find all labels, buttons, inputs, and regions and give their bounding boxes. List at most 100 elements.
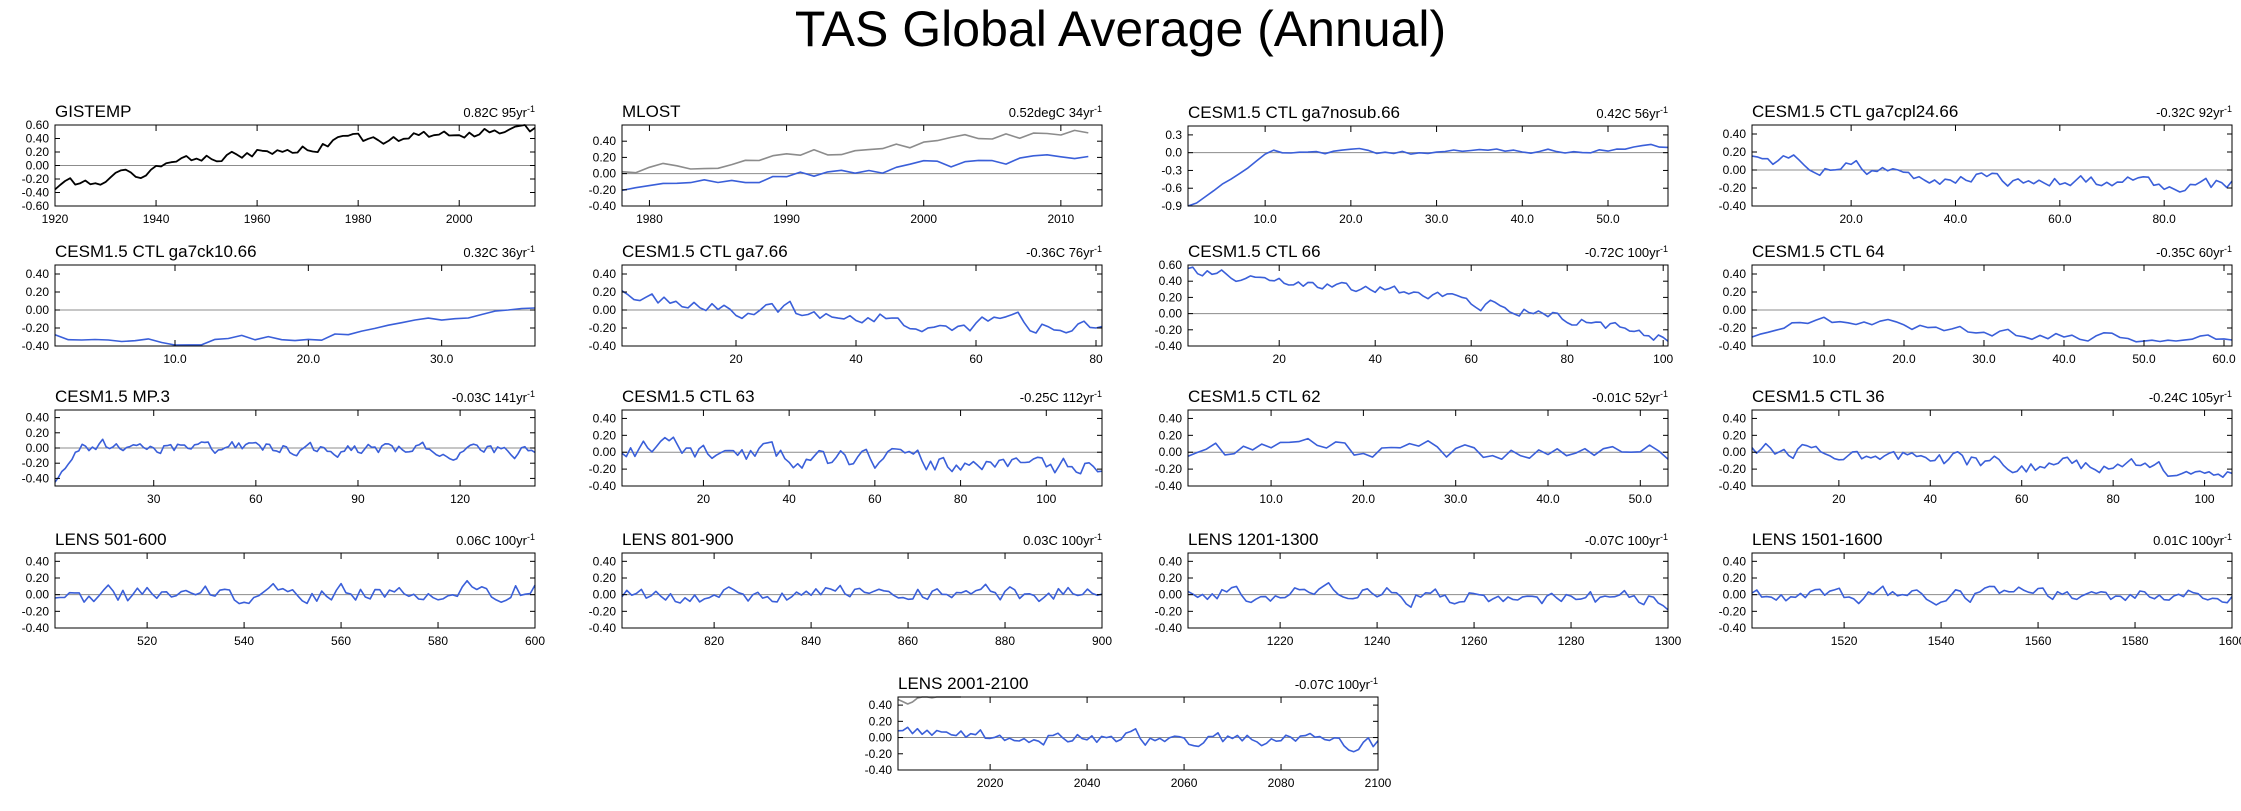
y-tick-label: -0.20: [589, 183, 617, 197]
x-tick-label: 1540: [1928, 634, 1955, 648]
y-tick-label: 0.00: [26, 441, 50, 455]
x-tick-label: 1990: [773, 212, 800, 226]
panel-annotation: -0.35C 60yr-1: [2156, 244, 2232, 260]
plot-frame: [1187, 264, 1669, 347]
y-tick-label: 0.20: [1723, 285, 1747, 299]
x-tick-label: 30: [147, 492, 161, 506]
y-tick-label: -0.40: [22, 621, 50, 635]
plot-frame: [621, 264, 1103, 347]
x-tick-label: 100: [1036, 492, 1056, 506]
y-tick-label: -0.20: [1155, 604, 1183, 618]
series-line: [1751, 316, 2233, 343]
y-tick-label: -0.3: [1161, 163, 1182, 177]
x-tick-label: 80: [954, 492, 968, 506]
y-tick-label: 0.20: [593, 571, 617, 585]
y-tick-label: 0.00: [26, 159, 50, 173]
y-tick-label: 0.40: [593, 554, 617, 568]
x-tick-label: 20.0: [1352, 492, 1376, 506]
y-tick-label: 0.00: [593, 588, 617, 602]
x-tick-label: 60: [2015, 492, 2029, 506]
y-tick-label: 0.00: [869, 731, 893, 745]
y-tick-label: 0.20: [26, 571, 50, 585]
x-tick-label: 40: [782, 492, 796, 506]
panel-title: GISTEMP: [55, 102, 132, 121]
panel-title: LENS 501-600: [55, 530, 167, 549]
panel-title: LENS 1201-1300: [1188, 530, 1318, 549]
y-tick-label: 0.00: [1159, 307, 1183, 321]
series-line: [1751, 442, 2233, 479]
panel-title: CESM1.5 CTL 63: [622, 387, 755, 406]
plot-frame: [54, 552, 536, 629]
y-tick-label: -0.9: [1161, 199, 1182, 213]
x-tick-label: 900: [1092, 634, 1112, 648]
x-tick-label: 30.0: [430, 352, 454, 366]
series-line: [1187, 266, 1669, 342]
panel-annotation: -0.25C 112yr-1: [1020, 389, 1102, 405]
y-tick-label: -0.40: [22, 471, 50, 485]
series-line: [621, 129, 1089, 174]
x-tick-label: 80: [2106, 492, 2120, 506]
chart-panel: CESM1.5 MP.3 -0.03C 141yr-1 -0.40-0.200.00…: [22, 387, 536, 506]
page-title: TAS Global Average (Annual): [794, 1, 1447, 57]
panel-title: CESM1.5 CTL ga7.66: [622, 242, 788, 261]
series-line: [621, 583, 1103, 604]
series-line: [54, 124, 536, 191]
panel-annotation: 0.01C 100yr-1: [2153, 532, 2232, 548]
plot-frame: [1187, 552, 1669, 629]
plot-frame: [1751, 124, 2233, 207]
panel-annotation: -0.32C 92yr-1: [2156, 104, 2232, 120]
y-tick-label: -0.40: [589, 339, 617, 353]
series-line: [897, 726, 1379, 753]
y-tick-label: 0.00: [593, 167, 617, 181]
x-tick-label: 80: [1561, 352, 1575, 366]
y-tick-label: -0.20: [865, 747, 893, 761]
x-tick-label: 520: [137, 634, 157, 648]
y-tick-label: 0.20: [869, 714, 893, 728]
plot-frame: [54, 264, 536, 347]
y-tick-label: 0.40: [1159, 554, 1183, 568]
y-tick-label: 0.60: [1159, 258, 1183, 272]
y-tick-label: 0.20: [1159, 290, 1183, 304]
y-tick-label: -0.20: [22, 172, 50, 186]
panel-annotation: 0.03C 100yr-1: [1023, 532, 1102, 548]
y-tick-label: 0.40: [1159, 411, 1183, 425]
x-tick-label: 840: [801, 634, 821, 648]
y-tick-label: 0.20: [26, 426, 50, 440]
x-tick-label: 80: [1089, 352, 1103, 366]
y-tick-label: 0.00: [26, 588, 50, 602]
panel-title: CESM1.5 CTL 66: [1188, 242, 1321, 261]
y-tick-label: 0.40: [26, 132, 50, 146]
y-tick-label: -0.20: [589, 321, 617, 335]
y-tick-label: 0.20: [593, 285, 617, 299]
x-tick-label: 50.0: [1596, 212, 1620, 226]
x-tick-label: 2080: [1268, 776, 1295, 790]
x-tick-label: 1560: [2025, 634, 2052, 648]
panel-annotation: -0.01C 52yr-1: [1592, 389, 1668, 405]
series-line: [1187, 581, 1669, 611]
x-tick-label: 1980: [636, 212, 663, 226]
x-tick-label: 1240: [1364, 634, 1391, 648]
chart-panel: CESM1.5 CTL ga7ck10.66 0.32C 36yr-1 -0.40 -…: [22, 242, 536, 366]
y-tick-label: 0.40: [1159, 274, 1183, 288]
panel-annotation: -0.07C 100yr-1: [1295, 676, 1378, 692]
y-tick-label: 0.20: [26, 285, 50, 299]
x-tick-label: 20.0: [1339, 212, 1363, 226]
x-tick-label: 820: [704, 634, 724, 648]
x-tick-label: 2010: [1048, 212, 1075, 226]
x-tick-label: 80.0: [2152, 212, 2176, 226]
x-tick-label: 2060: [1171, 776, 1198, 790]
x-tick-label: 10.0: [1812, 352, 1836, 366]
plot-frame: [1751, 552, 2233, 629]
x-tick-label: 60: [868, 492, 882, 506]
y-tick-label: -0.40: [1155, 339, 1183, 353]
series-line: [1751, 585, 2233, 606]
y-tick-label: -0.40: [589, 199, 617, 213]
panel-title: MLOST: [622, 102, 681, 121]
plot-frame: [897, 696, 1379, 771]
x-tick-label: 20.0: [297, 352, 321, 366]
y-tick-label: 0.40: [26, 554, 50, 568]
series-line: [54, 579, 536, 605]
x-tick-label: 40: [1369, 352, 1383, 366]
x-tick-label: 60: [969, 352, 983, 366]
x-tick-label: 30.0: [1425, 212, 1449, 226]
